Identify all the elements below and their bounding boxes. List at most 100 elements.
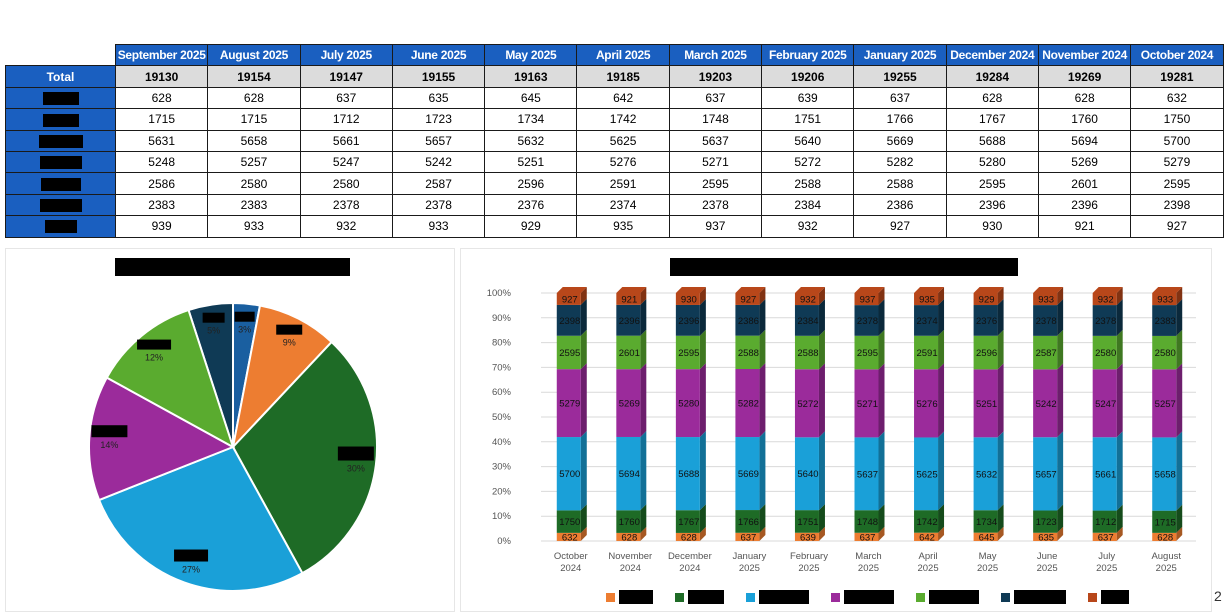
table-cell: 1715 [114, 108, 209, 131]
bar-segment-side [997, 329, 1004, 370]
total-cell: 19206 [761, 65, 855, 88]
bar-segment [794, 293, 819, 306]
pie-slice-label-redacted [234, 311, 255, 322]
table-row: 1715 1715 1712 1723 1734 1742 1748 1751 1766 1767… [5, 108, 1224, 131]
bar-segment [616, 510, 641, 533]
y-tick-label: 80% [492, 338, 512, 349]
bar-segment-label: 2378 [857, 316, 878, 327]
bar-segment-label: 1723 [1036, 517, 1057, 528]
table-cell: 5625 [576, 129, 670, 152]
bar-segment-side [1116, 431, 1123, 511]
bar-segment-label: 1712 [1095, 517, 1116, 528]
bar-segment-label: 921 [621, 294, 637, 305]
bar-segment-label: 5272 [797, 399, 818, 410]
bar-segment [794, 305, 819, 336]
total-cell: 19269 [1037, 65, 1132, 88]
bar-segment-side [759, 504, 766, 533]
table-month-header: May 2025 [484, 43, 578, 67]
table-cell: 5269 [1037, 150, 1132, 174]
bar-segment-side [818, 329, 825, 370]
total-cell: 19155 [391, 65, 486, 88]
table-cell: 2383 [207, 193, 301, 217]
legend-label-redacted [759, 590, 809, 604]
table-cell: 1760 [1037, 108, 1132, 131]
y-tick-label: 10% [492, 511, 512, 522]
bar-segment [1092, 369, 1117, 438]
bar-segment [735, 335, 760, 370]
pie-slice [231, 304, 333, 451]
bar-top-face [794, 287, 825, 293]
bar-segment [556, 304, 581, 336]
table-cell: 1734 [484, 108, 578, 131]
bar-segment-side [938, 329, 945, 370]
bar-segment-label: 637 [740, 532, 756, 543]
table-cell: 5661 [299, 129, 393, 152]
bar-segment-label: 1760 [619, 517, 640, 528]
table-row: 5248 5257 5247 5242 5251 5276 5271 5272 5282 5280… [5, 150, 1224, 174]
bar-segment-side [878, 526, 885, 541]
bar-segment-label: 645 [979, 532, 995, 543]
bar-segment [1033, 437, 1058, 511]
bar-segment [914, 335, 939, 370]
bar-segment-side [640, 363, 647, 437]
table-month-header: January 2025 [853, 43, 947, 67]
bar-top-face [1152, 287, 1183, 293]
bar-segment [854, 532, 879, 541]
bar-segment-side [997, 504, 1004, 533]
pie-slice-percent: 9% [283, 338, 296, 348]
bar-segment-side [878, 504, 885, 533]
y-tick-label: 50% [492, 412, 512, 423]
y-tick-label: 20% [492, 486, 512, 497]
bar-segment-label: 5242 [1036, 399, 1057, 410]
bar-segment-side [1116, 526, 1123, 541]
table-cell: 2580 [207, 172, 301, 195]
bar-segment [1152, 293, 1177, 306]
bar-segment-side [878, 329, 885, 370]
bar-segment-label: 635 [1038, 532, 1054, 543]
legend-label-redacted [619, 590, 653, 604]
bar-segment [914, 293, 939, 306]
table-cell: 5657 [391, 129, 486, 152]
table-cell: 628 [114, 86, 209, 110]
bar-segment-side [759, 363, 766, 438]
bar-segment [675, 369, 700, 438]
pie-slice-percent: 12% [145, 353, 163, 363]
table-cell: 637 [299, 86, 393, 110]
legend-swatch [746, 593, 755, 602]
bar-segment-side [699, 298, 706, 336]
table-cell: 1723 [391, 108, 486, 131]
redaction-bar [38, 134, 83, 148]
table-cell: 2601 [1037, 172, 1132, 195]
table-cell: 5257 [207, 150, 301, 174]
bar-segment-side [580, 329, 587, 370]
y-tick-label: 90% [492, 313, 512, 324]
table-cell: 5640 [761, 129, 855, 152]
table-cell: 2378 [668, 193, 763, 217]
table-cell: 2378 [299, 193, 393, 217]
bar-segment [914, 369, 939, 438]
bar-segment-side [640, 287, 647, 305]
x-tick-label: April 2025 [917, 551, 938, 574]
bar-segment-label: 5280 [678, 399, 699, 410]
bar-segment-side [580, 287, 587, 305]
table-month-header: October 2024 [1130, 43, 1224, 67]
bar-segment [973, 293, 998, 306]
bar-segment [735, 437, 760, 511]
bar-segment [854, 437, 879, 511]
bar-segment-side [878, 299, 885, 336]
table-cell: 2588 [761, 172, 855, 195]
table-cell: 930 [945, 215, 1039, 238]
table-cell: 1767 [945, 108, 1039, 131]
bar-segment-side [1176, 526, 1183, 541]
bar-segment-label: 628 [1157, 532, 1173, 543]
bar-segment-label: 2398 [559, 316, 580, 327]
stacked-bar-chart: 0% 10% 20% 30% 40% 50% 60% 70% 80% 90% 100% 632 1750… [487, 287, 1196, 604]
pie-slice [231, 340, 378, 575]
table-cell: 927 [1130, 215, 1224, 238]
bar-segment-label: 5658 [1155, 470, 1176, 481]
bar-segment-label: 1750 [559, 517, 580, 528]
x-tick-label: October 2024 [554, 551, 588, 574]
total-cell: 19154 [207, 65, 301, 88]
redaction-bar [42, 92, 79, 106]
table-cell: 5280 [945, 150, 1039, 174]
